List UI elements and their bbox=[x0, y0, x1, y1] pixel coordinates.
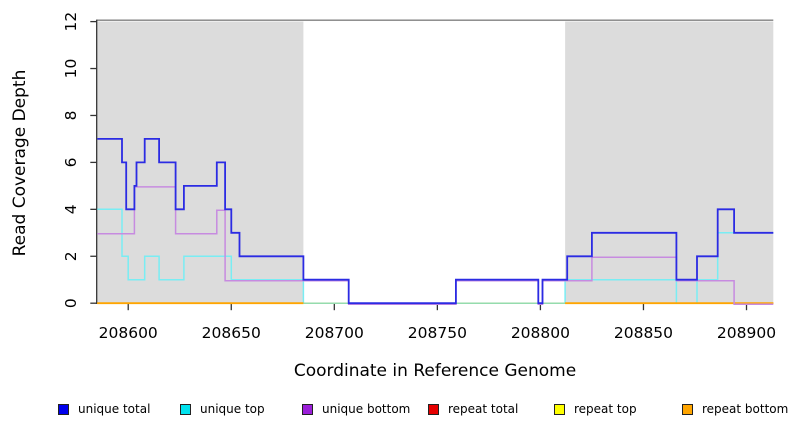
legend-label-repeat-top: repeat top bbox=[574, 402, 637, 416]
legend-item-unique-total: unique total bbox=[58, 398, 150, 420]
legend-label-unique-total: unique total bbox=[78, 402, 151, 416]
x-tick-label: 208600 bbox=[99, 324, 158, 342]
y-axis-title: Read Coverage Depth bbox=[10, 69, 30, 257]
series-line-unique-total bbox=[97, 138, 774, 305]
y-tick-label: 0 bbox=[62, 298, 80, 308]
legend-label-repeat-total: repeat total bbox=[448, 402, 519, 416]
x-tick-label: 208700 bbox=[305, 324, 364, 342]
legend-swatch-repeat-total bbox=[428, 403, 439, 415]
y-tick-label: 10 bbox=[62, 59, 80, 79]
legend: unique total unique top unique bottom repea… bbox=[0, 398, 792, 422]
legend-swatch-repeat-top bbox=[554, 403, 565, 415]
y-tick-label: 12 bbox=[62, 12, 80, 32]
y-tick-label: 4 bbox=[62, 204, 80, 214]
legend-item-repeat-top: repeat top bbox=[554, 398, 637, 420]
legend-swatch-repeat-bottom bbox=[682, 403, 693, 415]
series-line-unique-top bbox=[97, 208, 774, 304]
x-tick-label: 208800 bbox=[511, 324, 570, 342]
x-tick-label: 208850 bbox=[614, 324, 673, 342]
y-tick-label: 6 bbox=[62, 157, 80, 167]
repeat-region-shade bbox=[565, 21, 774, 304]
x-tick-label: 208900 bbox=[717, 324, 776, 342]
legend-swatch-unique-total bbox=[58, 403, 69, 415]
legend-swatch-unique-top bbox=[180, 403, 191, 415]
x-tick-label: 208750 bbox=[408, 324, 467, 342]
legend-item-unique-top: unique top bbox=[180, 398, 265, 420]
legend-swatch-unique-bottom bbox=[302, 403, 313, 415]
legend-item-repeat-bottom: repeat bottom bbox=[682, 398, 788, 420]
legend-item-repeat-total: repeat total bbox=[428, 398, 518, 420]
x-tick-label: 208650 bbox=[202, 324, 261, 342]
legend-label-unique-top: unique top bbox=[200, 402, 265, 416]
legend-label-unique-bottom: unique bottom bbox=[322, 402, 411, 416]
y-tick-label: 2 bbox=[62, 251, 80, 261]
legend-item-unique-bottom: unique bottom bbox=[302, 398, 410, 420]
y-tick-label: 8 bbox=[62, 111, 80, 121]
x-axis-title: Coordinate in Reference Genome bbox=[293, 361, 577, 381]
legend-label-repeat-bottom: repeat bottom bbox=[702, 402, 789, 416]
